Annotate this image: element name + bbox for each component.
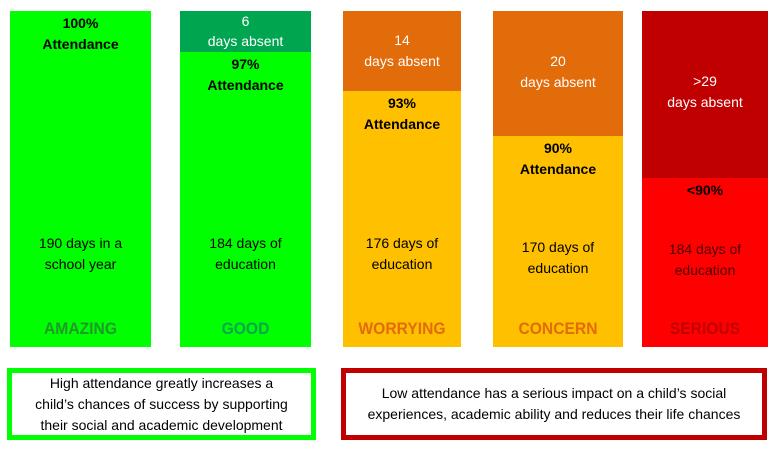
column-concern: 20 days absent 90% Attendance 170 days of e… <box>493 11 623 347</box>
attendance-segment: 97% Attendance <box>180 52 311 347</box>
rating-label: AMAZING <box>44 319 117 338</box>
column-good: 6 days absent 97% Attendance 184 days of ed… <box>180 11 311 347</box>
absent-segment: 14 days absent <box>343 11 461 91</box>
absent-segment: >29 days absent <box>642 11 768 178</box>
column-worrying: 14 days absent 93% Attendance 176 days of e… <box>343 11 461 347</box>
days-text: 170 days of education <box>493 237 623 279</box>
rating-label: SERIOUS <box>669 319 741 338</box>
attendance-label: Attendance <box>207 77 284 93</box>
absent-number: 14 <box>394 32 410 48</box>
column-amazing: 100% Attendance 190 days in a school year … <box>10 11 151 347</box>
note-line: child’s chances of success by supporting <box>35 395 288 412</box>
low-attendance-note: Low attendance has a serious impact on a… <box>341 368 767 440</box>
absent-label: days absent <box>667 94 743 110</box>
absent-number: >29 <box>693 73 717 89</box>
note-line: High attendance greatly increases a <box>49 374 274 391</box>
days-line1: 170 days of <box>521 239 595 255</box>
percent-value: <90% <box>686 182 724 198</box>
column-serious: >29 days absent <90% 184 days of education… <box>642 11 768 347</box>
absent-number: 20 <box>550 53 566 69</box>
rating-label: GOOD <box>221 319 270 338</box>
attendance-segment: 90% Attendance <box>493 136 623 347</box>
days-line2: education <box>674 262 736 278</box>
percent-value: 100% <box>62 15 99 31</box>
days-line1: 184 days of <box>209 235 282 251</box>
percent-value: 90% <box>543 140 573 156</box>
attendance-label: Attendance <box>363 116 441 132</box>
absent-label: days absent <box>207 33 284 49</box>
days-line2: education <box>371 256 433 272</box>
absent-segment: 20 days absent <box>493 11 623 136</box>
rating-label: WORRYING <box>358 319 446 338</box>
days-text: 190 days in a school year <box>10 233 151 275</box>
days-text: 184 days of education <box>642 239 768 281</box>
percent-value: 93% <box>387 95 417 111</box>
note-line: their social and academic development <box>40 416 283 433</box>
days-text: 176 days of education <box>343 233 461 275</box>
days-line2: education <box>527 260 589 276</box>
days-line1: 190 days in a <box>38 235 123 251</box>
absent-label: days absent <box>364 53 440 69</box>
attendance-label: Attendance <box>519 161 597 177</box>
attendance-percent: <90% <box>642 178 768 201</box>
attendance-label: Attendance <box>42 36 119 52</box>
attendance-segment: 93% Attendance <box>343 91 461 347</box>
attendance-segment: <90% <box>642 178 768 347</box>
days-text: 184 days of education <box>180 233 311 275</box>
note-line: experiences, academic ability and reduce… <box>367 406 741 422</box>
rating-label: CONCERN <box>518 319 598 338</box>
days-line2: education <box>215 256 276 272</box>
absent-number: 6 <box>241 13 250 29</box>
absent-segment: 6 days absent <box>180 11 311 52</box>
attendance-percent: 97% Attendance <box>180 52 311 96</box>
days-line2: school year <box>44 256 117 272</box>
note-line: Low attendance has a serious impact on a… <box>381 385 727 401</box>
attendance-percent: 90% Attendance <box>493 136 623 180</box>
percent-value: 97% <box>231 56 260 72</box>
attendance-percent: 93% Attendance <box>343 91 461 135</box>
absent-label: days absent <box>520 74 596 90</box>
attendance-percent: 100% Attendance <box>10 11 151 55</box>
days-line1: 176 days of <box>365 235 439 251</box>
days-line1: 184 days of <box>668 241 742 257</box>
high-attendance-note: High attendance greatly increases a child… <box>7 368 316 440</box>
